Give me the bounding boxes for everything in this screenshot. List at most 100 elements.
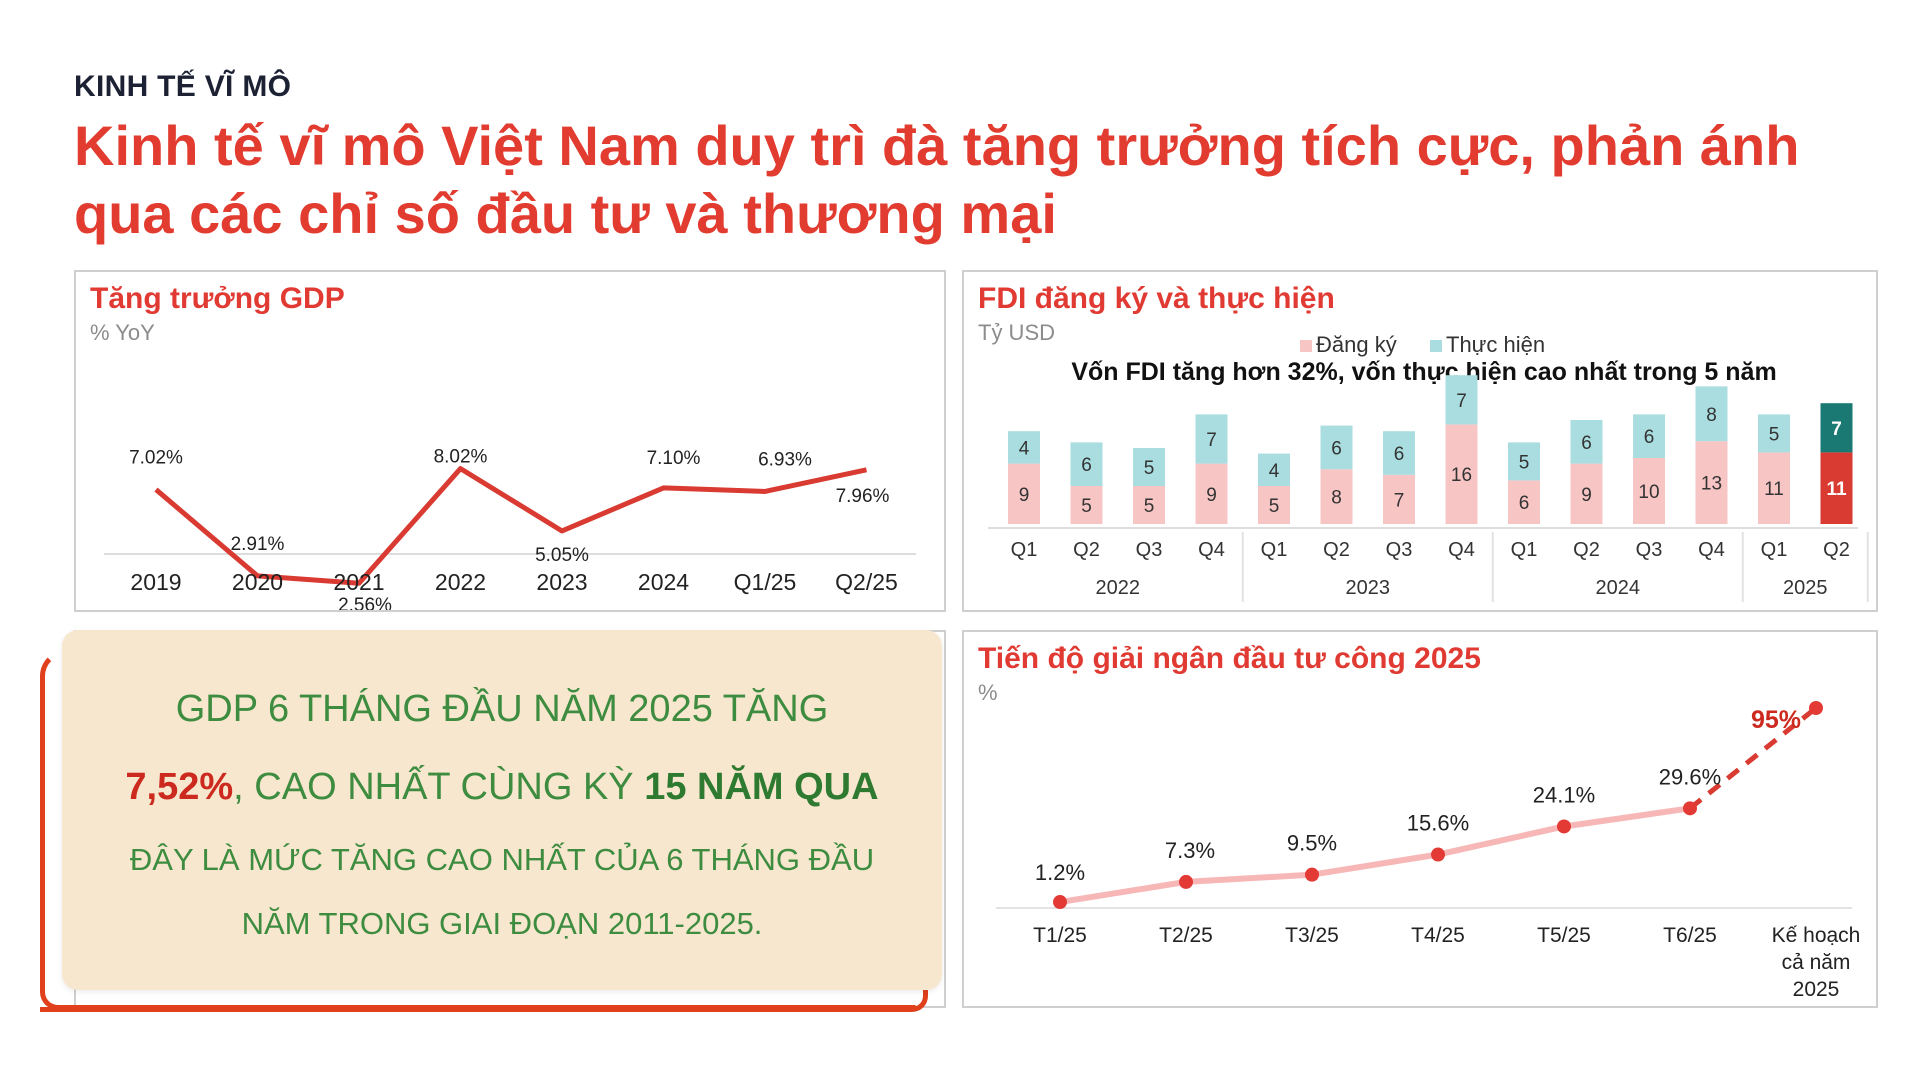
fdi-bar-implemented	[1258, 453, 1290, 486]
disb-x-tick-label: T6/25	[1663, 924, 1717, 947]
fdi-x-tick-label: Q1	[1511, 539, 1538, 561]
fdi-bar-implemented	[1695, 386, 1728, 442]
fdi-label-implemented: 4	[1019, 438, 1030, 459]
disb-x-tick-label: T2/25	[1159, 924, 1213, 947]
callout-line-1: GDP 6 THÁNG ĐẦU NĂM 2025 TĂNG	[175, 688, 829, 730]
fdi-label-registered: 9	[1581, 485, 1592, 506]
disb-point	[1305, 867, 1319, 882]
fdi-label-registered: 5	[1144, 496, 1155, 517]
gdp-chart: 7.02% 2019 2.91% 2020 2.56%2021 8.02% 2022 5.05…	[104, 447, 916, 610]
fdi-bar-registered	[1758, 452, 1790, 524]
fdi-label-registered: 7	[1394, 490, 1405, 511]
legend-label-implemented: Thực hiện	[1446, 332, 1545, 357]
disb-data-label: 7.3%	[1165, 838, 1215, 863]
fdi-label-registered: 6	[1519, 493, 1530, 514]
legend-swatch-registered	[1300, 340, 1312, 352]
fdi-label-implemented: 6	[1331, 438, 1342, 459]
disb-x-tick-label: T4/25	[1411, 924, 1465, 947]
gdp-x-tick-label: 2019	[130, 569, 181, 595]
gdp-x-tick-label: 2022	[435, 569, 486, 595]
fdi-bar-implemented	[1570, 420, 1603, 464]
fdi-bar-implemented	[1820, 403, 1853, 453]
fdi-bar-registered	[1570, 463, 1603, 524]
fdi-bar-registered	[1508, 480, 1540, 524]
fdi-bar-registered	[1820, 452, 1853, 524]
gdp-x-tick-label: 2020	[232, 569, 283, 595]
fdi-label-implemented: 5	[1144, 458, 1155, 479]
fdi-bar-registered	[1633, 458, 1665, 524]
disb-x-tick-label: T3/25	[1285, 924, 1339, 947]
fdi-x-tick-label: Q1	[1011, 539, 1038, 561]
gdp-x-tick-label: Q2/25	[835, 569, 898, 595]
fdi-x-tick-label: Q3	[1136, 539, 1163, 561]
fdi-year-label: 2025	[1783, 577, 1828, 599]
fdi-x-tick-label: Q1	[1761, 539, 1788, 561]
fdi-bar-registered	[1320, 469, 1353, 524]
disb-plan-label-line: 2025	[1793, 978, 1840, 1001]
fdi-x-tick-label: Q3	[1636, 539, 1663, 561]
gdp-data-label: 8.02%	[434, 447, 488, 468]
fdi-bar-registered	[1008, 463, 1040, 524]
callout-line-3: ĐÂY LÀ MỨC TĂNG CAO NHẤT CỦA 6 THÁNG ĐẦU	[129, 842, 875, 877]
gdp-data-label: 2.56%	[338, 595, 392, 610]
fdi-bar-implemented	[1508, 442, 1540, 481]
fdi-unit: Tỷ USD	[978, 320, 1055, 345]
fdi-year-label: 2024	[1596, 577, 1641, 599]
gdp-series-line	[154, 466, 868, 586]
fdi-bar-registered	[1383, 474, 1415, 524]
fdi-x-tick-label: Q2	[1573, 539, 1600, 561]
callout-highlight-years: 15 NĂM QUA	[644, 766, 879, 808]
callout-line-4: NĂM TRONG GIAI ĐOẠN 2011-2025.	[241, 906, 763, 941]
fdi-label-implemented: 7	[1206, 430, 1217, 451]
gdp-panel: Tăng trưởng GDP % YoY 7.02% 2019 2.91% 2020…	[74, 270, 946, 612]
fdi-x-tick-label: Q4	[1698, 539, 1725, 561]
fdi-label-registered: 5	[1269, 496, 1280, 517]
callout-accent-border-bottom	[40, 990, 928, 1012]
fdi-label-registered: 11	[1826, 479, 1847, 500]
section-kicker: KINH TẾ VĨ MÔ	[74, 70, 292, 103]
disbursement-panel: Tiến độ giải ngân đầu tư công 2025 % 1.2…	[962, 630, 1878, 1008]
fdi-label-registered: 9	[1206, 485, 1217, 506]
disb-actual-line	[1059, 805, 1691, 906]
disb-data-label: 15.6%	[1407, 811, 1469, 836]
gdp-x-tick-label: 2021	[333, 569, 384, 595]
fdi-x-tick-label: Q1	[1261, 539, 1288, 561]
gdp-data-label: 7.10%	[647, 448, 701, 469]
fdi-x-tick-label: Q2	[1073, 539, 1100, 561]
fdi-label-registered: 9	[1019, 485, 1030, 506]
fdi-bar-implemented	[1070, 442, 1103, 486]
gdp-data-label: 7.96%	[836, 486, 890, 507]
disb-x-tick-label: T5/25	[1537, 924, 1591, 947]
gdp-x-tick-label: 2023	[536, 569, 587, 595]
disb-point	[1557, 819, 1571, 834]
callout-highlight-value: 7,52%	[125, 766, 234, 808]
disb-plan-dashed-line	[1688, 706, 1818, 811]
fdi-panel: FDI đăng ký và thực hiện Tỷ USD Đăng ký T…	[962, 270, 1878, 612]
fdi-label-implemented: 7	[1831, 419, 1842, 440]
disb-point	[1053, 895, 1067, 910]
fdi-bar-registered	[1445, 424, 1478, 524]
gdp-x-tick-label: Q1/25	[734, 569, 797, 595]
fdi-label-implemented: 6	[1644, 427, 1655, 448]
fdi-label-registered: 11	[1764, 479, 1784, 500]
gdp-callout: GDP 6 THÁNG ĐẦU NĂM 2025 TĂNG 7,52%, CAO…	[62, 630, 942, 990]
disb-point	[1809, 701, 1823, 715]
gdp-data-label: 2.91%	[231, 534, 285, 555]
disbursement-title: Tiến độ giải ngân đầu tư công 2025	[978, 642, 1481, 675]
fdi-label-implemented: 6	[1581, 433, 1592, 454]
disb-plan-label-line: Kế hoạch	[1772, 924, 1861, 947]
fdi-year-label: 2023	[1346, 577, 1391, 599]
callout-line-2-text: , CAO NHẤT CÙNG KỲ	[233, 766, 645, 808]
fdi-label-implemented: 8	[1706, 405, 1717, 426]
fdi-label-implemented: 6	[1394, 444, 1405, 465]
fdi-bar-implemented	[1383, 431, 1415, 475]
fdi-bar-implemented	[1445, 375, 1478, 425]
fdi-bar-registered	[1258, 486, 1290, 524]
fdi-title: FDI đăng ký và thực hiện	[978, 282, 1335, 315]
disb-point	[1683, 801, 1697, 816]
fdi-x-tick-label: Q2	[1823, 539, 1850, 561]
disb-x-tick-label-plan: Kế hoạch cả năm 2025	[1772, 924, 1861, 1001]
fdi-bar-implemented	[1320, 425, 1353, 470]
fdi-year-label: 2022	[1096, 577, 1141, 599]
gdp-data-label: 5.05%	[535, 545, 589, 566]
